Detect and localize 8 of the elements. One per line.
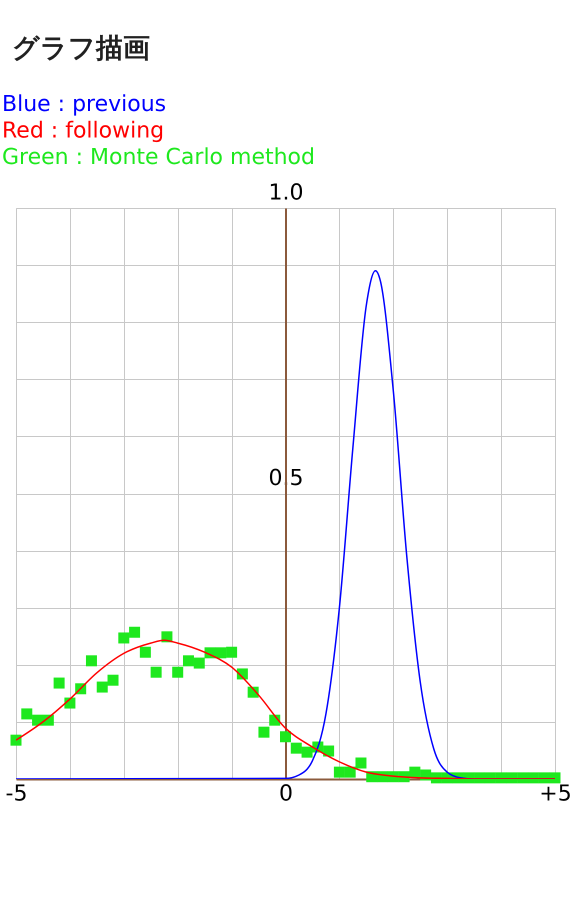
text: Green : Monte Carlo method — [2, 145, 315, 170]
chart-title: グラフ描画 — [12, 33, 150, 64]
x-tick-label: -5 — [6, 782, 28, 806]
text: Blue : previous — [2, 92, 166, 117]
y-tick-label: 1.0 — [268, 180, 304, 206]
x-tick-label: +5 — [539, 782, 571, 806]
text: Red : following — [2, 118, 164, 144]
x-tick-label: 0 — [279, 782, 293, 806]
